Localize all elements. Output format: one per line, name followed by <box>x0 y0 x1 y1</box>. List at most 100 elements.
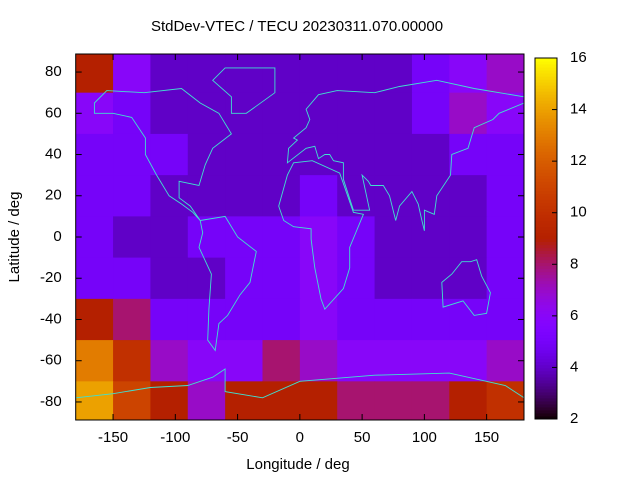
heatmap-cell <box>299 298 338 341</box>
colorbar-segment <box>535 88 557 92</box>
colorbar-segment <box>535 268 557 273</box>
heatmap-cell <box>411 133 450 176</box>
colorbar-segment <box>535 250 557 255</box>
heatmap-cell <box>113 92 151 135</box>
heatmap-cell <box>225 216 263 259</box>
colorbar-segment <box>535 109 557 113</box>
colorbar-segment <box>535 139 557 143</box>
colorbar-segment <box>535 235 557 239</box>
heatmap-cell <box>187 298 226 341</box>
heatmap-cell <box>113 216 151 259</box>
heatmap-cell <box>262 92 301 135</box>
heatmap-cell <box>262 216 301 259</box>
heatmap-cell <box>113 133 151 176</box>
colorbar-tick-label: 12 <box>570 152 587 169</box>
colorbar-segment <box>535 349 557 354</box>
heatmap-cell <box>299 340 338 382</box>
heatmap-cell <box>299 133 338 176</box>
heatmap-cell <box>75 381 114 420</box>
y-tick-label: 20 <box>45 187 62 204</box>
heatmap-cell <box>374 298 413 341</box>
heatmap-cell <box>113 340 151 382</box>
colorbar-segment <box>535 121 557 125</box>
heatmap-cell <box>150 381 189 420</box>
colorbar-segment <box>535 331 557 336</box>
y-tick-label: -80 <box>40 393 62 410</box>
colorbar-segment <box>535 100 557 104</box>
colorbar-segment <box>535 211 557 215</box>
colorbar-segment <box>535 118 557 122</box>
heatmap-cell <box>486 381 524 420</box>
x-tick-label: 50 <box>354 429 371 446</box>
colorbar-segment <box>535 190 557 194</box>
heatmap-cell <box>262 257 301 300</box>
colorbar-segment <box>535 103 557 107</box>
heatmap-cell <box>486 216 524 259</box>
y-tick-label: -60 <box>40 352 62 369</box>
colorbar-segment <box>535 73 557 77</box>
colorbar-segment <box>535 310 557 315</box>
colorbar-segment <box>535 157 557 161</box>
colorbar-segment <box>535 208 557 212</box>
colorbar-segment <box>535 178 557 182</box>
heatmap-cell <box>187 92 226 135</box>
colorbar-segment <box>535 355 557 360</box>
colorbar-segment <box>535 403 557 408</box>
colorbar-segment <box>535 262 557 267</box>
colorbar-segment <box>535 298 557 303</box>
colorbar-tick-label: 6 <box>570 307 578 324</box>
heatmap-cell <box>374 340 413 382</box>
x-axis-label: Longitude / deg <box>246 456 349 473</box>
colorbar-segment <box>535 169 557 173</box>
heatmap-cell <box>486 175 524 217</box>
x-tick-label: 0 <box>296 429 304 446</box>
colorbar-segment <box>535 124 557 128</box>
colorbar-segment <box>535 142 557 146</box>
colorbar-segment <box>535 253 557 258</box>
coastline <box>75 368 524 399</box>
colorbar-segment <box>535 397 557 402</box>
colorbar-segment <box>535 160 557 164</box>
heatmap-cell <box>449 133 488 176</box>
heatmap-cell <box>187 340 226 382</box>
colorbar-segment <box>535 280 557 285</box>
heatmap-cell <box>374 92 413 135</box>
heatmap-cell <box>225 381 263 420</box>
colorbar-segment <box>535 388 557 393</box>
colorbar-tick-label: 4 <box>570 358 578 375</box>
heatmap-cell <box>225 133 263 176</box>
colorbar-segment <box>535 220 557 224</box>
colorbar-segment <box>535 274 557 279</box>
colorbar-segment <box>535 226 557 230</box>
colorbar-segment <box>535 412 557 417</box>
heatmap-cell <box>449 92 488 135</box>
colorbar-segment <box>535 214 557 218</box>
heatmap-cell <box>337 298 376 341</box>
heatmap-cell <box>411 381 450 420</box>
colorbar-segment <box>535 106 557 110</box>
colorbar-segment <box>535 346 557 351</box>
heatmap-cell <box>449 257 488 300</box>
colorbar-segment <box>535 232 557 236</box>
colorbar-segment <box>535 217 557 221</box>
heatmap-cell <box>411 54 450 94</box>
heatmap-cell <box>486 298 524 341</box>
heatmap-cell <box>187 133 226 176</box>
colorbar-segment <box>535 193 557 197</box>
colorbar-tick-label: 2 <box>570 410 578 427</box>
colorbar-segment <box>535 199 557 203</box>
heatmap-cell <box>150 54 189 94</box>
heatmap-cell <box>262 340 301 382</box>
colorbar-segment <box>535 133 557 137</box>
heatmap-cell <box>262 381 301 420</box>
colorbar-segment <box>535 259 557 264</box>
colorbar-segment <box>535 340 557 345</box>
y-tick-label: -20 <box>40 269 62 286</box>
coastline <box>286 79 524 231</box>
colorbar-segment <box>535 319 557 324</box>
colorbar-segment <box>535 391 557 396</box>
coastlines <box>75 67 524 399</box>
colorbar-segment <box>535 373 557 378</box>
y-tick-label: 60 <box>45 104 62 121</box>
x-tick-label: -150 <box>98 429 128 446</box>
